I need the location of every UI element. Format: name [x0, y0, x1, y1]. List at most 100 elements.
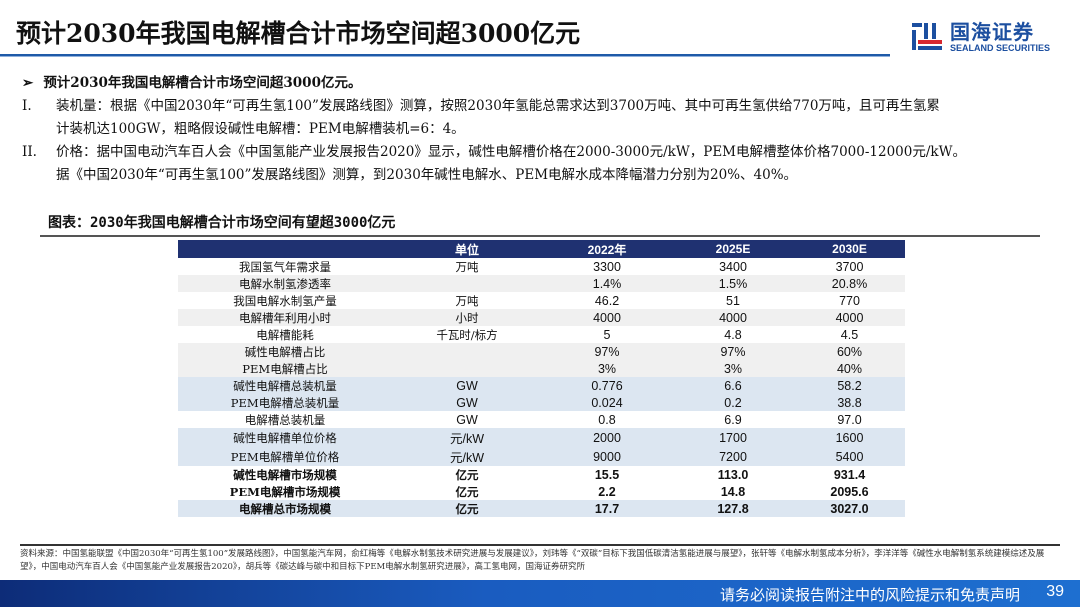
table-row: PEM电解槽市场规模 亿元 2.2 14.8 2095.6 — [178, 483, 905, 500]
table-cell: 4.5 — [794, 326, 905, 343]
table-cell: 17.7 — [542, 500, 672, 517]
page-title: 预计2030年我国电解槽合计市场空间超3000亿元 — [16, 19, 581, 48]
table-cell: 元/kW — [392, 447, 542, 466]
table-cell: 4.8 — [672, 326, 794, 343]
table-cell: 3300 — [542, 258, 672, 275]
table-cell: 4000 — [542, 309, 672, 326]
table-row: 电解槽总市场规模 亿元 17.7 127.8 3027.0 — [178, 500, 905, 517]
table-cell: 51 — [672, 292, 794, 309]
table-cell: 3027.0 — [794, 500, 905, 517]
table-cell: 千瓦时/标方 — [392, 326, 542, 343]
table-cell: 1700 — [672, 428, 794, 447]
table-cell: 9000 — [542, 447, 672, 466]
table-cell: 亿元 — [392, 500, 542, 517]
table-caption: 图表：2030年我国电解槽合计市场空间有望超3000亿元 — [48, 215, 396, 231]
source-divider — [20, 544, 1060, 546]
table-cell: 万吨 — [392, 292, 542, 309]
table-cell: 5400 — [794, 447, 905, 466]
row-label: 我国电解水制氢产量 — [178, 292, 392, 309]
logo-cn: 国海证券 — [950, 20, 1034, 44]
table-cell: 14.8 — [672, 483, 794, 500]
table-cell: 0.8 — [542, 411, 672, 428]
row-label: 碱性电解槽市场规模 — [178, 466, 392, 483]
table-cell: 113.0 — [672, 466, 794, 483]
row-label: PEM电解槽占比 — [178, 360, 392, 377]
table-cell — [392, 275, 542, 292]
table-cell: 3700 — [794, 258, 905, 275]
table-cell: 元/kW — [392, 428, 542, 447]
table-cell: 7200 — [672, 447, 794, 466]
table-cell: 46.2 — [542, 292, 672, 309]
table-row: PEM电解槽总装机量 GW 0.024 0.2 38.8 — [178, 394, 905, 411]
table-cell — [392, 360, 542, 377]
row-label: 电解水制氢渗透率 — [178, 275, 392, 292]
caption-divider — [40, 235, 1040, 237]
table-cell: 3400 — [672, 258, 794, 275]
row-label: 碱性电解槽占比 — [178, 343, 392, 360]
item-number: I. — [22, 98, 32, 114]
table-cell: 小时 — [392, 309, 542, 326]
table-cell: 3% — [542, 360, 672, 377]
page-number: 39 — [1046, 583, 1064, 600]
row-label: 电解槽年利用小时 — [178, 309, 392, 326]
table-cell: 127.8 — [672, 500, 794, 517]
disclaimer: 请务必阅读报告附注中的风险提示和免责声明 — [719, 586, 1020, 604]
table-cell: 20.8% — [794, 275, 905, 292]
item-text: 装机量：根据《中国2030年“可再生氢100”发展路线图》测算，按照2030年氢… — [56, 98, 940, 114]
row-label: PEM电解槽市场规模 — [178, 483, 392, 500]
table-cell: 60% — [794, 343, 905, 360]
table-cell: 97% — [542, 343, 672, 360]
bullet-heading: 预计2030年我国电解槽合计市场空间超3000亿元。 — [43, 75, 362, 91]
column-header — [178, 240, 392, 258]
table-cell: 1600 — [794, 428, 905, 447]
table-cell: 万吨 — [392, 258, 542, 275]
table-cell: 亿元 — [392, 483, 542, 500]
table-cell: 0.024 — [542, 394, 672, 411]
table-cell: 2095.6 — [794, 483, 905, 500]
row-label: 电解槽总装机量 — [178, 411, 392, 428]
table-row: 碱性电解槽占比 97% 97% 60% — [178, 343, 905, 360]
logo-en: SEALAND SECURITIES — [950, 43, 1051, 53]
table-row: 电解槽总装机量 GW 0.8 6.9 97.0 — [178, 411, 905, 428]
table-row: 碱性电解槽市场规模 亿元 15.5 113.0 931.4 — [178, 466, 905, 483]
row-label: 碱性电解槽单位价格 — [178, 428, 392, 447]
table-cell: 0.2 — [672, 394, 794, 411]
table-cell: 1.4% — [542, 275, 672, 292]
column-header: 2025E — [672, 240, 794, 258]
table-cell: 97% — [672, 343, 794, 360]
table-cell: 931.4 — [794, 466, 905, 483]
sealand-logo-icon — [912, 23, 942, 50]
table-row: 电解槽年利用小时 小时 4000 4000 4000 — [178, 309, 905, 326]
row-label: PEM电解槽单位价格 — [178, 447, 392, 466]
table-cell: 5 — [542, 326, 672, 343]
item-text: 价格：据中国电动汽车百人会《中国氢能产业发展报告2020》显示，碱性电解槽价格在… — [56, 144, 966, 160]
table-cell: 2.2 — [542, 483, 672, 500]
table-row: 电解槽能耗 千瓦时/标方 5 4.8 4.5 — [178, 326, 905, 343]
table-cell: 4000 — [672, 309, 794, 326]
source-note: 资料来源：中国氢能联盟《中国2030年“可再生氢100”发展路线图》，中国氢能汽… — [20, 549, 1045, 572]
arrow-bullet-icon: ➢ — [22, 75, 34, 91]
summary-bullets: ➢ 预计2030年我国电解槽合计市场空间超3000亿元。 I. 装机量：根据《中国2… — [22, 72, 1062, 187]
table-cell: 6.9 — [672, 411, 794, 428]
table-cell: 1.5% — [672, 275, 794, 292]
item-number: II. — [22, 144, 37, 160]
row-label: 电解槽能耗 — [178, 326, 392, 343]
table-cell: GW — [392, 394, 542, 411]
table-cell: 2000 — [542, 428, 672, 447]
column-header: 单位 — [392, 240, 542, 258]
table-cell: 亿元 — [392, 466, 542, 483]
item-text: 计装机达100GW，粗略假设碱性电解槽：PEM电解槽装机=6：4。 — [56, 121, 465, 137]
table-cell: 6.6 — [672, 377, 794, 394]
row-label: 碱性电解槽总装机量 — [178, 377, 392, 394]
table-row: 电解水制氢渗透率 1.4% 1.5% 20.8% — [178, 275, 905, 292]
table-row: PEM电解槽单位价格 元/kW 9000 7200 5400 — [178, 447, 905, 466]
company-logo: 国海证券 SEALAND SECURITIES — [910, 20, 1050, 54]
item-text: 据《中国2030年“可再生氢100”发展路线图》测算，到2030年碱性电解水、P… — [56, 167, 798, 183]
table-cell: 3% — [672, 360, 794, 377]
market-table: 单位 2022年 2025E 2030E 我国氢气年需求量 万吨 3300 3400 3700… — [178, 240, 905, 517]
table-row: 我国氢气年需求量 万吨 3300 3400 3700 — [178, 258, 905, 275]
table-row: 碱性电解槽单位价格 元/kW 2000 1700 1600 — [178, 428, 905, 447]
table-cell: GW — [392, 411, 542, 428]
row-label: 我国氢气年需求量 — [178, 258, 392, 275]
table-row: 碱性电解槽总装机量 GW 0.776 6.6 58.2 — [178, 377, 905, 394]
